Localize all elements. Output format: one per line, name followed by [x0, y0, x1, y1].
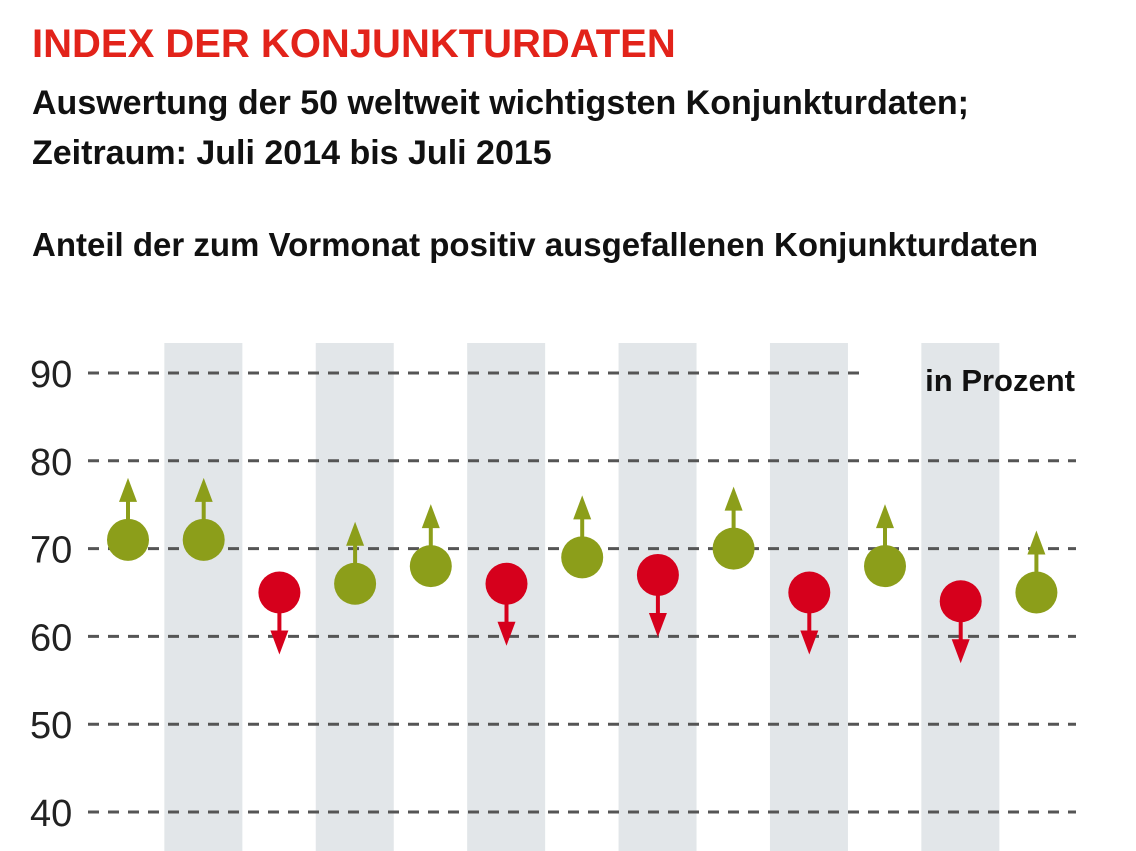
arrow-up-icon: [421, 504, 440, 529]
data-point: [939, 580, 982, 623]
data-point: [636, 553, 679, 596]
y-axis-ticks: 90 80 70 60 50 40: [30, 354, 72, 835]
marker-up: [107, 477, 149, 561]
arrow-up-icon: [194, 477, 213, 502]
marker-up: [561, 495, 604, 579]
y-tick-label: 60: [30, 617, 72, 659]
arrow-down-icon: [951, 639, 970, 664]
y-tick-label: 40: [30, 793, 72, 835]
marker-up: [334, 521, 377, 605]
y-tick-label: 70: [30, 530, 72, 572]
data-point: [485, 562, 528, 605]
alternating-bands: [164, 343, 1000, 851]
subtitle-line-1: Auswertung der 50 weltweit wichtigsten K…: [32, 84, 969, 122]
y-tick-label: 50: [30, 705, 72, 747]
arrow-up-icon: [724, 486, 743, 511]
arrow-up-icon: [573, 495, 592, 520]
data-point: [258, 571, 301, 614]
arrow-down-icon: [497, 621, 516, 646]
chart-caption: Anteil der zum Vormonat positiv ausgefal…: [32, 226, 1039, 263]
band: [164, 343, 243, 851]
unit-label: in Prozent: [925, 363, 1075, 398]
marker-down: [788, 571, 831, 655]
subtitle-line-2: Zeitraum: Juli 2014 bis Juli 2015: [32, 134, 552, 172]
y-tick-label: 90: [30, 354, 72, 396]
marker-up: [409, 504, 452, 588]
arrow-up-icon: [1027, 530, 1046, 555]
data-point: [788, 571, 831, 614]
marker-up: [712, 486, 755, 570]
data-point: [1015, 571, 1058, 614]
marker-down: [485, 562, 528, 646]
arrow-up-icon: [119, 477, 137, 502]
marker-down: [636, 553, 679, 637]
data-point: [864, 545, 906, 588]
chart-title: INDEX DER KONJUNKTURDATEN: [32, 22, 676, 66]
data-point: [107, 518, 149, 561]
data-point: [561, 536, 604, 579]
arrow-down-icon: [800, 630, 819, 655]
arrow-down-icon: [648, 612, 667, 637]
y-tick-label: 80: [30, 442, 72, 484]
chart-subtitle: Auswertung der 50 weltweit wichtigsten K…: [32, 78, 969, 178]
marker-up: [864, 504, 906, 588]
gridlines: [88, 371, 1076, 814]
data-point: [409, 545, 452, 588]
data-point: [182, 518, 225, 561]
marker-up: [1015, 530, 1058, 614]
data-point: [334, 562, 377, 605]
arrow-up-icon: [346, 521, 365, 546]
arrow-down-icon: [270, 630, 289, 655]
arrow-up-icon: [876, 504, 894, 529]
data-markers: [107, 477, 1058, 664]
marker-down: [258, 571, 301, 655]
data-point: [712, 527, 755, 570]
marker-down: [939, 580, 982, 664]
marker-up: [182, 477, 225, 561]
